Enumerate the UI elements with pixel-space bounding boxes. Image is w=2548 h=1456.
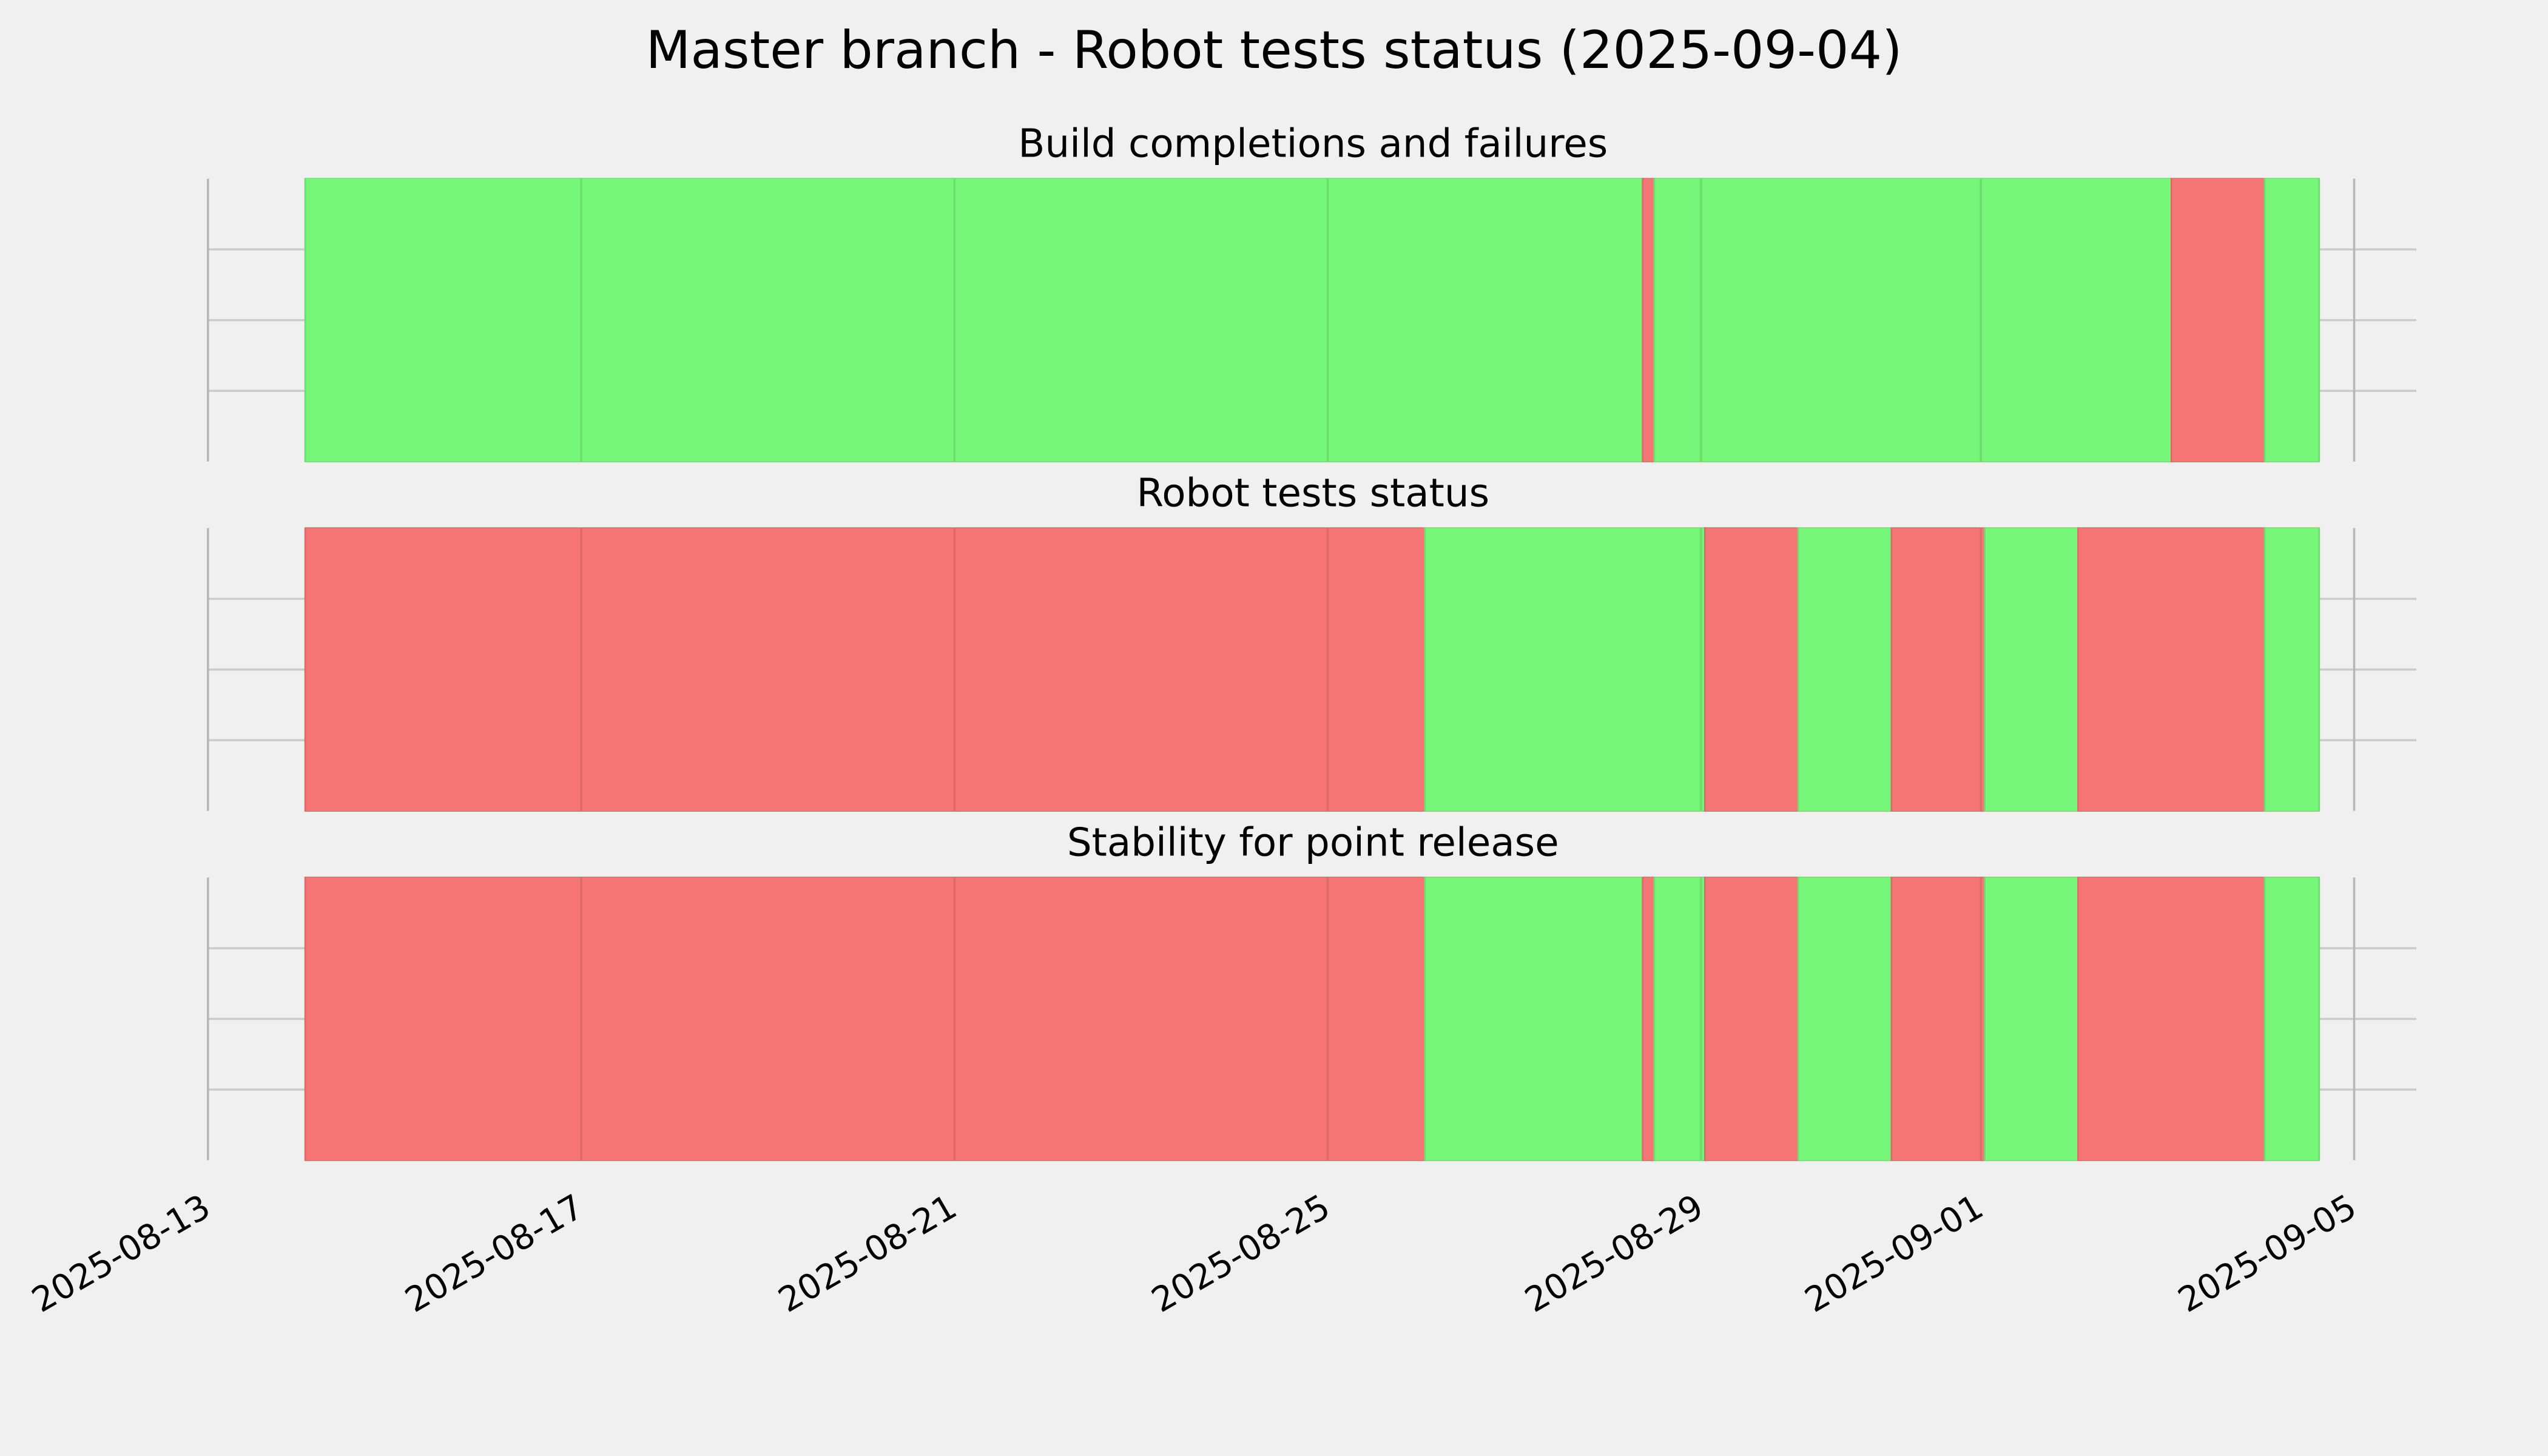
status-span-fill — [1643, 178, 1654, 462]
status-span-fill — [1986, 528, 2078, 811]
status-span-fill — [2265, 178, 2319, 462]
status-span-fill — [1799, 528, 1891, 811]
status-span-fill — [1892, 877, 1984, 1161]
status-span-fill — [306, 877, 1424, 1161]
status-span-fill — [1705, 528, 1798, 811]
status-span-fill — [306, 528, 1424, 811]
status-span-fill — [1655, 877, 1704, 1161]
status-span-fill — [1426, 528, 1704, 811]
status-span-fill — [2078, 528, 2264, 811]
status-span-fill — [2265, 877, 2319, 1161]
status-span-fill — [1986, 877, 2078, 1161]
panel-title: Stability for point release — [1067, 820, 1559, 865]
status-span-fill — [1892, 528, 1984, 811]
chart-title: Master branch - Robot tests status (2025… — [645, 20, 1902, 81]
status-span-fill — [1655, 178, 2171, 462]
status-span-fill — [2172, 178, 2264, 462]
status-span-fill — [1426, 877, 1642, 1161]
panel-title: Build completions and failures — [1018, 121, 1608, 167]
status-span-fill — [2078, 877, 2264, 1161]
panel-title: Robot tests status — [1136, 471, 1489, 516]
status-span-fill — [306, 178, 1642, 462]
status-span-fill — [1643, 877, 1654, 1161]
status-span-fill — [1705, 877, 1798, 1161]
status-span-fill — [2265, 528, 2319, 811]
status-span-fill — [1799, 877, 1891, 1161]
